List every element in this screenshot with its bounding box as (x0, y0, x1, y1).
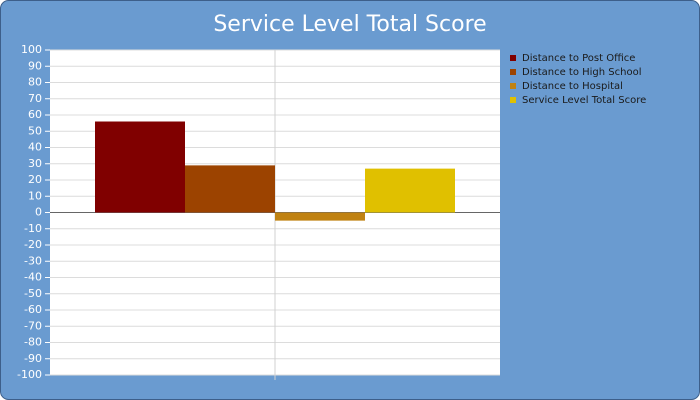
y-tick-label: 90 (28, 59, 42, 72)
y-tick-label: -30 (24, 254, 42, 267)
y-tick-label: 100 (21, 43, 42, 56)
y-tick-label: -60 (24, 303, 42, 316)
legend-swatch (510, 97, 516, 103)
bar (185, 165, 275, 213)
bar (275, 212, 365, 221)
legend-swatch (510, 55, 516, 61)
y-tick-label: -90 (24, 352, 42, 365)
y-tick-label: -20 (24, 238, 42, 251)
bar (365, 168, 455, 213)
y-tick-label: 60 (28, 108, 42, 121)
y-tick-label: 30 (28, 157, 42, 170)
y-tick-label: -50 (24, 287, 42, 300)
legend-label: Distance to Post Office (522, 53, 635, 64)
legend-label: Distance to Hospital (522, 81, 623, 92)
y-tick-label: 80 (28, 76, 42, 89)
y-tick-label: 0 (35, 206, 42, 219)
bar (95, 121, 185, 213)
y-tick-label: -40 (24, 271, 42, 284)
y-tick-label: -70 (24, 319, 42, 332)
y-tick-label: 20 (28, 173, 42, 186)
legend-label: Service Level Total Score (522, 95, 646, 106)
legend-label: Distance to High School (522, 67, 641, 78)
y-tick-label: 40 (28, 141, 42, 154)
chart-title: Service Level Total Score (213, 12, 486, 37)
y-tick-label: 70 (28, 92, 42, 105)
y-tick-label: -10 (24, 222, 42, 235)
y-tick-label: 10 (28, 189, 42, 202)
legend-swatch (510, 83, 516, 89)
y-tick-label: 50 (28, 124, 42, 137)
y-tick-label: -80 (24, 336, 42, 349)
legend-swatch (510, 69, 516, 75)
y-tick-label: -100 (17, 368, 42, 381)
